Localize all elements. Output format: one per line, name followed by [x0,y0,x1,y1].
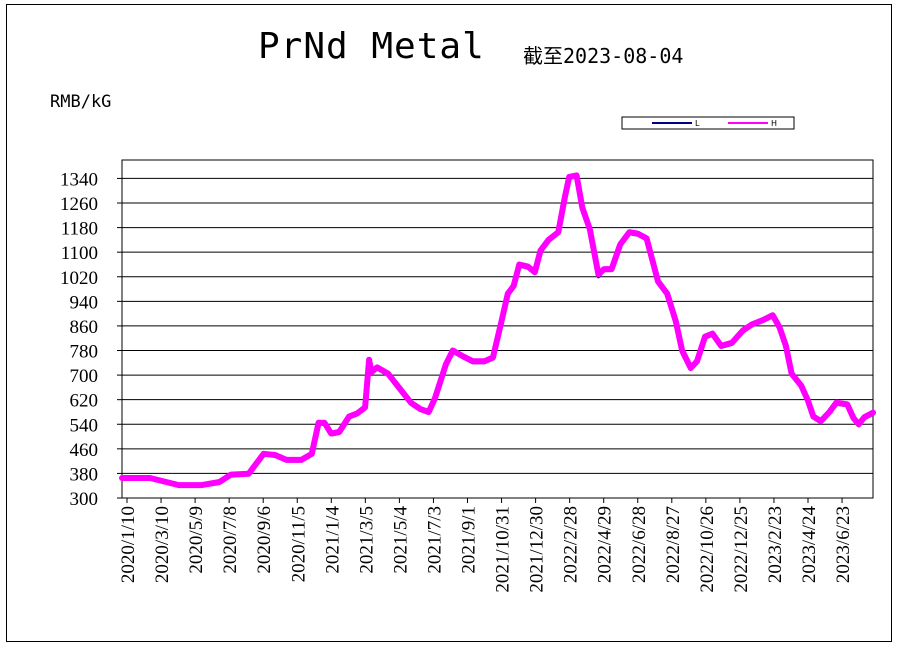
x-tick-label: 2021/3/5 [356,506,377,574]
y-axis: 300 380 460 540 620 700 780 860 940 1020 1100 1180 1… [60,169,122,510]
y-tick-label: 460 [70,440,99,461]
x-tick-label: 2023/4/24 [799,506,820,584]
x-tick-label: 2020/9/6 [254,506,275,574]
x-tick-label: 2021/7/3 [424,506,445,574]
chart-subtitle: 截至2023-08-04 [523,44,684,68]
x-tick-label: 2022/10/26 [697,506,718,593]
legend-box [621,116,795,130]
x-tick-label: 2021/9/1 [459,506,480,574]
y-tick-label: 1340 [60,169,98,190]
y-tick-label: 860 [70,317,99,338]
x-tick-label: 2020/3/10 [152,506,173,583]
x-tick-label: 2023/6/23 [833,506,854,583]
x-tick-label: 2020/1/10 [118,506,139,583]
series-lines [119,172,876,489]
x-tick-label: 2020/5/9 [186,506,207,574]
y-tick-label: 620 [70,391,99,412]
x-axis: 2020/1/10 2020/3/10 2020/5/9 2020/7/8 2020/9… [118,498,854,593]
y-tick-label: 1180 [61,219,98,240]
x-tick-label: 2022/6/28 [629,506,650,583]
y-tick-label: 380 [70,464,99,485]
y-tick-label: 1100 [61,243,98,264]
y-axis-unit-label: RMB/kG [50,92,112,112]
x-tick-label: 2023/2/23 [765,506,786,583]
y-tick-label: 940 [70,292,99,313]
x-tick-label: 2022/2/28 [561,506,582,583]
x-tick-label: 2020/7/8 [220,506,241,574]
x-tick-label: 2021/1/4 [322,506,343,574]
x-tick-label: 2021/5/4 [390,506,411,574]
plot-area [121,159,874,499]
x-tick-label: 2022/8/27 [663,506,684,583]
y-tick-label: 1260 [60,194,98,215]
y-tick-label: 780 [70,342,99,363]
chart-title: PrNd Metal [258,26,485,67]
x-tick-label: 2021/10/31 [493,506,514,593]
y-tick-label: 700 [70,366,99,387]
y-tick-label: 540 [70,415,99,436]
series-line-h [119,172,876,489]
x-tick-label: 2020/11/5 [288,506,309,582]
legend-label-l: L [695,119,700,128]
x-tick-label: 2022/4/29 [595,506,616,583]
chart-frame [6,4,892,642]
y-tick-label: 300 [70,489,99,510]
legend-label-h: H [771,119,777,128]
x-tick-label: 2022/12/25 [731,506,752,593]
legend: L H [621,116,795,130]
y-tick-label: 1020 [60,268,98,289]
x-tick-label: 2021/12/30 [527,506,548,593]
